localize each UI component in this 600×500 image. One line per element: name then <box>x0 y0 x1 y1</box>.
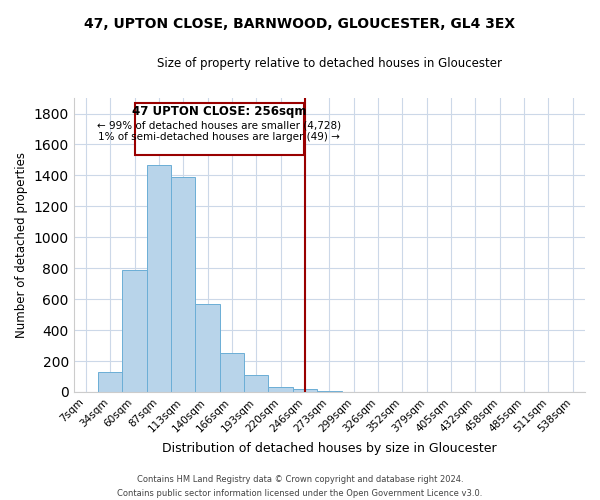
Text: Contains HM Land Registry data © Crown copyright and database right 2024.
Contai: Contains HM Land Registry data © Crown c… <box>118 476 482 498</box>
Bar <box>122 270 147 392</box>
Bar <box>147 164 171 392</box>
Title: Size of property relative to detached houses in Gloucester: Size of property relative to detached ho… <box>157 58 502 70</box>
Y-axis label: Number of detached properties: Number of detached properties <box>15 152 28 338</box>
Bar <box>317 391 341 392</box>
Text: ← 99% of detached houses are smaller (4,728): ← 99% of detached houses are smaller (4,… <box>97 120 341 130</box>
Bar <box>171 177 196 392</box>
Bar <box>244 375 268 392</box>
FancyBboxPatch shape <box>134 102 304 156</box>
Bar <box>268 388 293 392</box>
Bar <box>293 389 317 392</box>
Bar <box>98 372 122 392</box>
Text: 47 UPTON CLOSE: 256sqm: 47 UPTON CLOSE: 256sqm <box>132 104 307 118</box>
X-axis label: Distribution of detached houses by size in Gloucester: Distribution of detached houses by size … <box>162 442 497 455</box>
Bar <box>220 354 244 392</box>
Text: 47, UPTON CLOSE, BARNWOOD, GLOUCESTER, GL4 3EX: 47, UPTON CLOSE, BARNWOOD, GLOUCESTER, G… <box>85 18 515 32</box>
Text: 1% of semi-detached houses are larger (49) →: 1% of semi-detached houses are larger (4… <box>98 132 340 142</box>
Bar <box>196 304 220 392</box>
